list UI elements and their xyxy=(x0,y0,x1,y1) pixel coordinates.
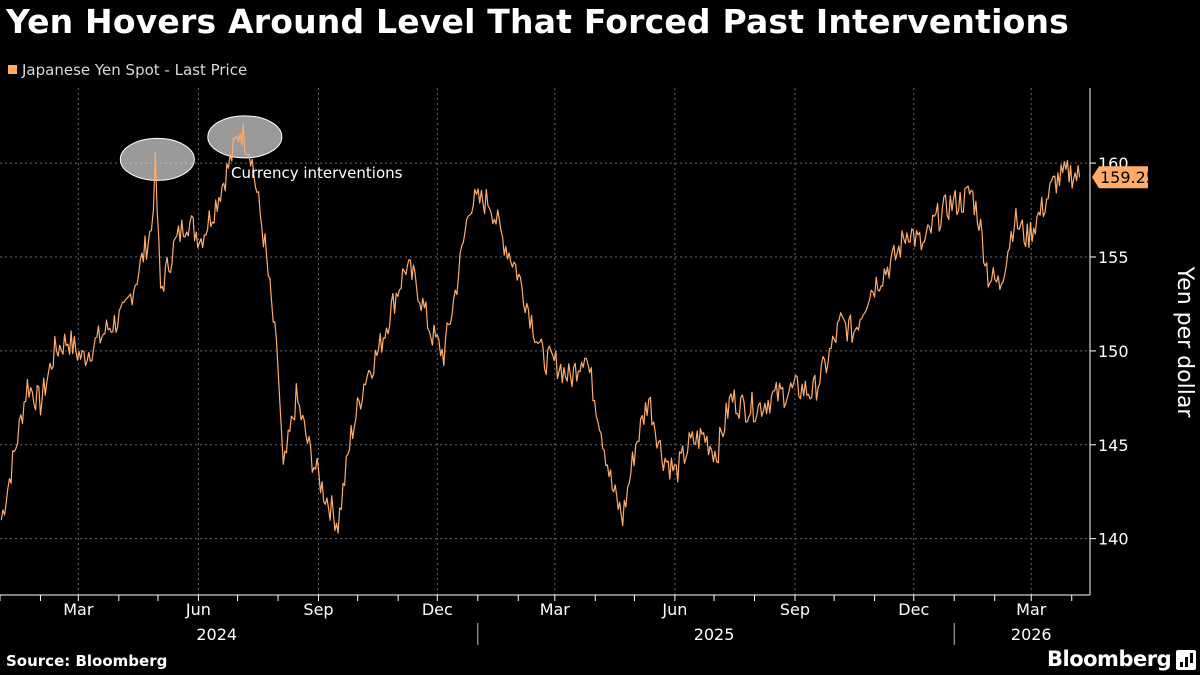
annotation-currency-interventions: Currency interventions xyxy=(231,164,403,182)
intervention-markers xyxy=(119,115,283,181)
intervention-ellipse xyxy=(119,137,195,181)
x-year-label: 2026 xyxy=(1011,625,1052,644)
y-tick-label: 145 xyxy=(1098,436,1129,455)
source-note: Source: Bloomberg xyxy=(6,652,168,670)
x-tick-label: Dec xyxy=(422,600,453,619)
x-tick-label: Sep xyxy=(303,600,333,619)
x-tick-label: Sep xyxy=(780,600,810,619)
last-price-box xyxy=(1092,166,1148,189)
y-axis-label: Yen per dollar xyxy=(1172,266,1197,419)
last-price-label: 159.25 xyxy=(1092,166,1156,189)
legend-label: Japanese Yen Spot - Last Price xyxy=(22,61,248,79)
axes xyxy=(0,88,1091,596)
x-tick-label: Mar xyxy=(63,600,94,619)
y-tick-label: 140 xyxy=(1098,530,1129,549)
x-tick-label: Dec xyxy=(898,600,929,619)
series-line xyxy=(0,123,1081,534)
x-ticks: Mar Jun Sep Dec Mar Jun Sep Dec Mar 2024 2025 2026 xyxy=(0,595,1073,645)
x-tick-label: Jun xyxy=(185,600,211,619)
legend-swatch xyxy=(8,65,17,74)
bloomberg-logo: Bloomberg xyxy=(1047,647,1172,671)
bloomberg-terminal-icon xyxy=(1176,650,1196,670)
x-tick-label: Mar xyxy=(540,600,571,619)
x-tick-label: Mar xyxy=(1016,600,1047,619)
intervention-ellipse xyxy=(207,115,283,159)
y-tick-label: 155 xyxy=(1098,248,1129,267)
legend: Japanese Yen Spot - Last Price xyxy=(8,61,247,79)
chart-title: Yen Hovers Around Level That Forced Past… xyxy=(6,2,1069,41)
last-price-value: 159.25 xyxy=(1100,168,1156,187)
y-tick-label: 150 xyxy=(1098,342,1129,361)
x-tick-label: Jun xyxy=(661,600,687,619)
price-series xyxy=(0,123,1081,534)
x-year-label: 2025 xyxy=(694,625,735,644)
x-year-label: 2024 xyxy=(196,625,237,644)
